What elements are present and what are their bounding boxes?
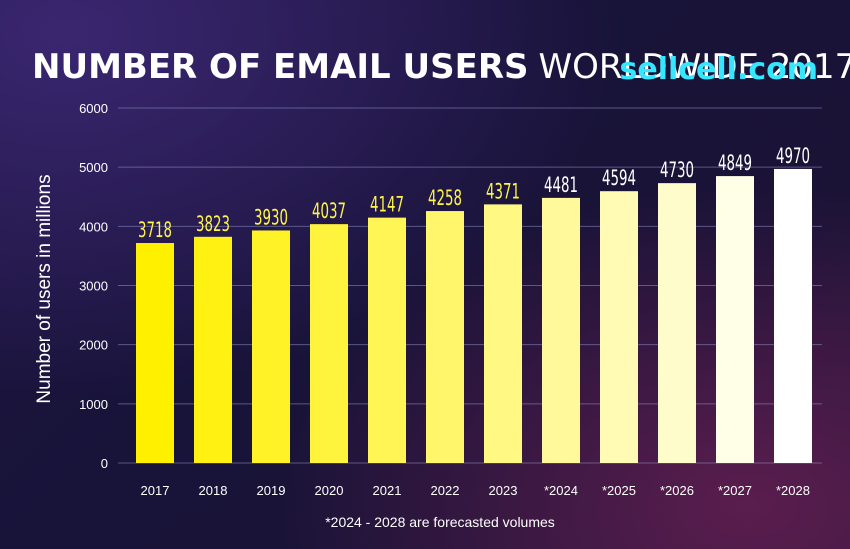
x-tick-label: *2028 [776,483,810,498]
data-label: 4594 [602,166,636,190]
data-label: 4037 [312,199,346,223]
y-axis-label: Number of users in millions [34,174,55,403]
data-label: 3930 [254,205,288,229]
data-label: 4730 [660,158,694,182]
x-tick-label: 2019 [257,483,286,498]
y-tick-label: 4000 [79,219,108,234]
data-label: 4970 [776,144,810,168]
bar-2021 [368,217,406,463]
bar-2023 [484,204,522,463]
bar-2018 [194,236,232,463]
data-label: 4849 [718,151,752,175]
x-tick-label: 2018 [199,483,228,498]
data-label: 4147 [370,193,404,217]
x-tick-label: 2020 [315,483,344,498]
bar-2022 [426,211,464,463]
bar-2028 [774,168,812,464]
bar-2017 [136,243,174,463]
data-labels: 3718 3823 3930 4037 4147 4258 4371 4481 4594 4730… [138,144,810,242]
bar-2020 [310,224,348,463]
y-tick-label: 1000 [79,397,108,412]
x-tick-label: *2027 [718,483,752,498]
x-tick-label: 2023 [489,483,518,498]
data-label: 4371 [486,179,520,203]
bar-2025 [600,191,638,463]
data-label: 4258 [428,186,462,210]
y-tick-label: 2000 [79,338,108,353]
y-tick-label: 5000 [79,160,108,175]
chart-title-bold: NUMBER OF EMAIL USERS [32,47,529,87]
grid-lines [118,107,822,464]
data-label: 4481 [544,173,578,197]
bar-2019 [252,230,290,463]
footnote: *2024 - 2028 are forecasted volumes [325,514,555,530]
data-label: 3823 [196,212,230,236]
x-tick-label: 2017 [141,483,170,498]
bars [136,168,812,464]
y-tick-label: 3000 [79,279,108,294]
x-tick-label: 2022 [431,483,460,498]
data-label: 3718 [138,218,172,242]
x-tick-label: *2026 [660,483,694,498]
brand-logo: sellcell.com [619,52,818,87]
chart-title-rest: WORLDWIDE 2017 - 2028 [539,47,850,87]
x-axis-ticks: 2017 2018 2019 2020 2021 2022 2023 *2024 *2025 *2… [141,483,810,498]
y-tick-label: 0 [101,456,108,471]
y-axis-ticks: 0 1000 2000 3000 4000 5000 6000 [79,101,108,471]
x-tick-label: *2025 [602,483,636,498]
x-tick-label: 2021 [373,483,402,498]
bar-2024 [542,197,580,464]
bar-2026 [658,183,696,463]
x-tick-label: *2024 [544,483,578,498]
bar-2027 [716,176,754,463]
y-tick-label: 6000 [79,101,108,116]
